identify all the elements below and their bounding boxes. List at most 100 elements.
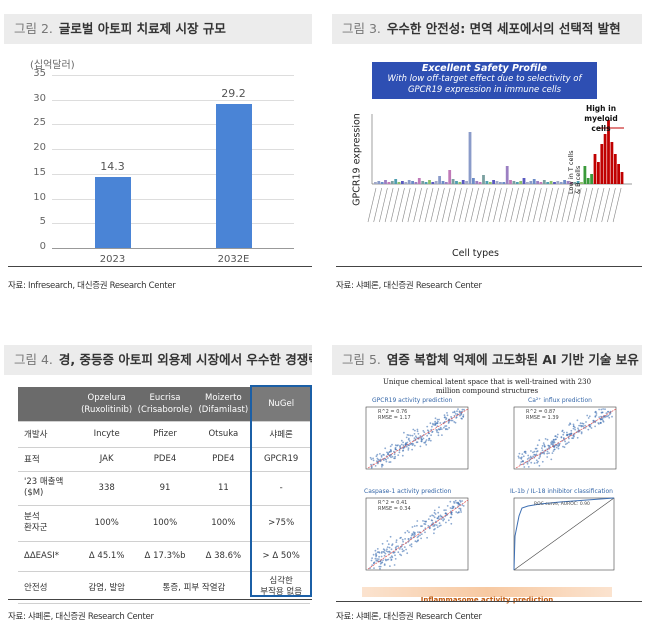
scatter-point xyxy=(441,515,443,518)
scatter-point xyxy=(390,559,393,561)
expression-bar xyxy=(573,182,577,184)
scatter-point xyxy=(437,420,439,423)
scatter-point xyxy=(594,411,597,414)
scatter-point xyxy=(434,420,437,423)
scatter-point xyxy=(378,565,381,568)
scatter-point xyxy=(518,457,520,459)
scatter-point xyxy=(384,558,387,561)
scatter-point xyxy=(576,436,579,439)
scatter-point xyxy=(416,524,418,527)
nugel-highlight-box xyxy=(250,385,312,597)
expression-bar xyxy=(441,181,445,184)
scatter-point xyxy=(600,415,602,418)
scatter-point xyxy=(381,542,384,545)
expression-bar xyxy=(492,180,495,184)
scatter-point xyxy=(458,410,461,413)
table-cell: GPCR19 xyxy=(252,447,310,472)
x-tick-label: 2023 xyxy=(99,254,126,265)
scatter-point xyxy=(453,410,456,413)
scatter-point xyxy=(444,416,446,419)
fit-line xyxy=(515,408,617,469)
scatter-point xyxy=(605,412,608,415)
scatter-point xyxy=(377,460,379,463)
scatter-point xyxy=(457,505,460,507)
scatter-point xyxy=(572,423,575,426)
scatter-point xyxy=(374,465,377,467)
scatter-point xyxy=(411,448,413,451)
x-tick-label xyxy=(413,187,422,223)
plot-title: IL-1b / IL-18 inhibitor classification xyxy=(510,488,613,495)
scatter-point xyxy=(536,461,538,464)
figure-5-title: 그림 5. 염증 복합체 억제에 고도화된 AI 기반 기술 보유 xyxy=(332,345,642,375)
scatter-point xyxy=(562,433,565,436)
scatter-point xyxy=(374,549,377,552)
expression-bar xyxy=(465,181,468,184)
safety-banner: Excellent Safety Profile With low off-ta… xyxy=(372,62,597,99)
scatter-point xyxy=(576,419,579,422)
scatter-point xyxy=(407,449,410,451)
x-tick-label xyxy=(476,187,485,223)
plot-title: Ca²⁺ influx prediction xyxy=(528,397,592,404)
row-label: 분석 환자군 xyxy=(18,505,78,542)
panel-figure-2: 그림 2. 글로벌 아토피 치료제 시장 규모 (십억달러) 0 5 10 15 20 25… xyxy=(4,14,312,294)
scatter-point xyxy=(394,558,397,560)
scatter-point xyxy=(459,501,462,503)
scatter-point xyxy=(602,408,604,410)
expression-bar xyxy=(576,181,580,184)
scatter-point xyxy=(528,457,530,459)
scatter-point xyxy=(444,512,447,515)
scatter-point xyxy=(445,425,448,427)
scatter-point xyxy=(391,443,393,446)
scatter-point xyxy=(588,415,591,418)
scatter-point xyxy=(449,516,452,519)
expression-bar xyxy=(600,144,604,184)
expression-bar xyxy=(468,132,472,184)
bar xyxy=(215,103,252,248)
x-tick-label xyxy=(527,187,536,223)
scatter-point xyxy=(387,543,390,546)
figure-number: 그림 4. xyxy=(14,352,53,367)
scatter-point xyxy=(522,460,524,463)
scatter-point xyxy=(526,462,529,465)
scatter-point xyxy=(452,411,454,414)
scatter-plot xyxy=(365,497,469,571)
scatter-point xyxy=(390,456,392,459)
scatter-point xyxy=(578,424,580,427)
x-axis-label: Cell types xyxy=(452,248,499,259)
scatter-point xyxy=(420,437,423,439)
x-tick-label xyxy=(487,187,496,223)
expression-bar xyxy=(617,164,620,184)
scatter-point xyxy=(389,565,391,567)
expression-bar xyxy=(401,181,404,184)
scatter-point xyxy=(391,455,394,458)
scatter-point xyxy=(435,520,437,523)
y-tick-label: 25 xyxy=(33,117,46,129)
scatter-point xyxy=(594,425,596,428)
scatter-point xyxy=(382,550,385,553)
scatter-point xyxy=(527,466,530,468)
banner-line-1: With low off-target effect due to select… xyxy=(387,74,582,84)
footer-text: Inflammasome activity prediction xyxy=(420,596,554,604)
table-cell: > Δ 50% xyxy=(252,541,310,572)
scatter-point xyxy=(381,551,383,553)
scatter-point xyxy=(429,422,432,425)
scatter-point xyxy=(409,443,412,446)
scatter-point xyxy=(411,526,414,528)
expression-bar xyxy=(542,180,546,184)
x-tick-label xyxy=(584,187,593,223)
table-cell: 샤페론 xyxy=(252,421,310,448)
x-tick-label xyxy=(544,187,553,223)
scatter-point xyxy=(532,451,534,454)
expression-bar xyxy=(478,182,482,184)
expression-bar xyxy=(593,154,597,184)
scatter-point xyxy=(548,452,550,454)
scatter-point xyxy=(563,446,566,449)
scatter-point xyxy=(427,525,430,527)
scatter-point xyxy=(388,451,391,453)
scatter-point xyxy=(392,551,394,554)
scatter-point xyxy=(419,534,421,537)
scatter-point xyxy=(440,428,443,430)
scatter-point xyxy=(375,555,377,558)
y-tick-label: 10 xyxy=(33,191,46,203)
table-cell: PDE4 xyxy=(194,447,253,472)
